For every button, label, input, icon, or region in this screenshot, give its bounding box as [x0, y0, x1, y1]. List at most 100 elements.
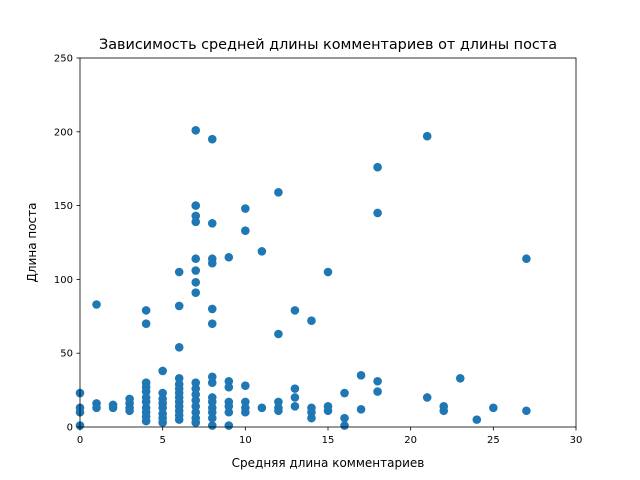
data-point [241, 397, 250, 407]
data-point [191, 288, 201, 297]
data-point [274, 329, 283, 339]
data-point [141, 319, 151, 328]
data-point [207, 319, 217, 328]
x-tick-label: 25 [487, 435, 500, 446]
data-point [323, 406, 333, 416]
data-point [191, 217, 201, 227]
plot-frame [79, 57, 577, 428]
data-point [174, 373, 184, 383]
data-point [274, 406, 283, 416]
y-tick-label: 200 [54, 127, 73, 138]
data-point [241, 204, 250, 213]
x-tick-label: 15 [322, 435, 335, 446]
data-point [207, 372, 217, 382]
data-point [356, 404, 366, 414]
data-point [191, 266, 201, 275]
data-point [174, 301, 184, 311]
data-point [257, 403, 267, 413]
data-point [191, 126, 201, 135]
data-point [92, 403, 101, 413]
x-tick-label: 0 [77, 435, 83, 446]
data-point [241, 381, 250, 390]
data-point [340, 388, 349, 398]
data-point [290, 393, 300, 402]
data-point [174, 267, 184, 277]
data-point [323, 267, 333, 277]
data-point [191, 402, 201, 411]
data-point [489, 403, 498, 413]
data-point [422, 131, 432, 141]
data-point [224, 421, 234, 430]
data-point [522, 406, 531, 416]
data-point [141, 397, 151, 407]
data-point [356, 371, 366, 380]
data-point [191, 396, 201, 405]
data-point [191, 201, 201, 210]
data-point [207, 378, 217, 388]
data-point [207, 413, 217, 423]
y-tick-label: 50 [60, 349, 73, 360]
data-point [373, 387, 382, 396]
data-point [108, 403, 118, 413]
data-point [191, 378, 201, 388]
data-point [207, 407, 217, 417]
data-point [158, 388, 167, 398]
data-point [373, 376, 382, 386]
y-axis: 0 50 100 150 200 250 [54, 54, 80, 434]
data-point [191, 384, 201, 393]
data-point [224, 252, 234, 262]
data-point [439, 406, 449, 416]
data-point [191, 254, 201, 264]
chart-title: Зависимость средней длины комментариев о… [99, 37, 557, 53]
data-point [455, 373, 465, 383]
y-tick-label: 0 [67, 423, 73, 434]
data-point [307, 316, 316, 326]
data-point [274, 397, 283, 407]
data-point [224, 382, 234, 392]
data-point [472, 415, 482, 424]
x-axis-label: Средняя длина комментариев [232, 456, 425, 470]
data-point [158, 403, 167, 413]
data-point [207, 134, 217, 144]
data-point [207, 219, 217, 228]
data-point [290, 402, 300, 411]
data-point [307, 407, 316, 417]
data-point [207, 421, 217, 430]
data-point [125, 406, 134, 416]
data-point [92, 300, 101, 309]
data-point [191, 278, 201, 287]
x-tick-label: 20 [404, 435, 417, 446]
data-point [522, 254, 531, 264]
data-point [373, 162, 382, 172]
data-point [141, 306, 151, 315]
data-point [290, 306, 300, 315]
data-point [274, 188, 283, 197]
x-tick-label: 5 [159, 435, 165, 446]
data-point [340, 421, 349, 430]
x-axis: 0 5 10 15 20 25 30 [77, 427, 583, 446]
data-point [191, 418, 201, 427]
y-tick-label: 100 [54, 275, 73, 286]
x-tick-label: 30 [570, 435, 583, 446]
y-tick-label: 250 [54, 54, 73, 65]
y-axis-label: Длина поста [25, 203, 39, 283]
data-point [290, 384, 300, 393]
data-point [174, 342, 184, 352]
points-layer [75, 126, 531, 430]
y-tick-label: 150 [54, 201, 73, 212]
data-point [141, 387, 151, 396]
data-point [191, 407, 201, 417]
data-point [174, 415, 184, 424]
data-point [158, 418, 167, 427]
data-point [241, 407, 250, 417]
data-point [224, 402, 234, 411]
data-point [373, 208, 382, 218]
data-point [158, 366, 167, 376]
data-point [207, 304, 217, 314]
data-point [340, 413, 349, 423]
x-tick-label: 10 [239, 435, 252, 446]
data-point [224, 376, 234, 386]
data-point [207, 258, 217, 268]
data-point [224, 407, 234, 417]
